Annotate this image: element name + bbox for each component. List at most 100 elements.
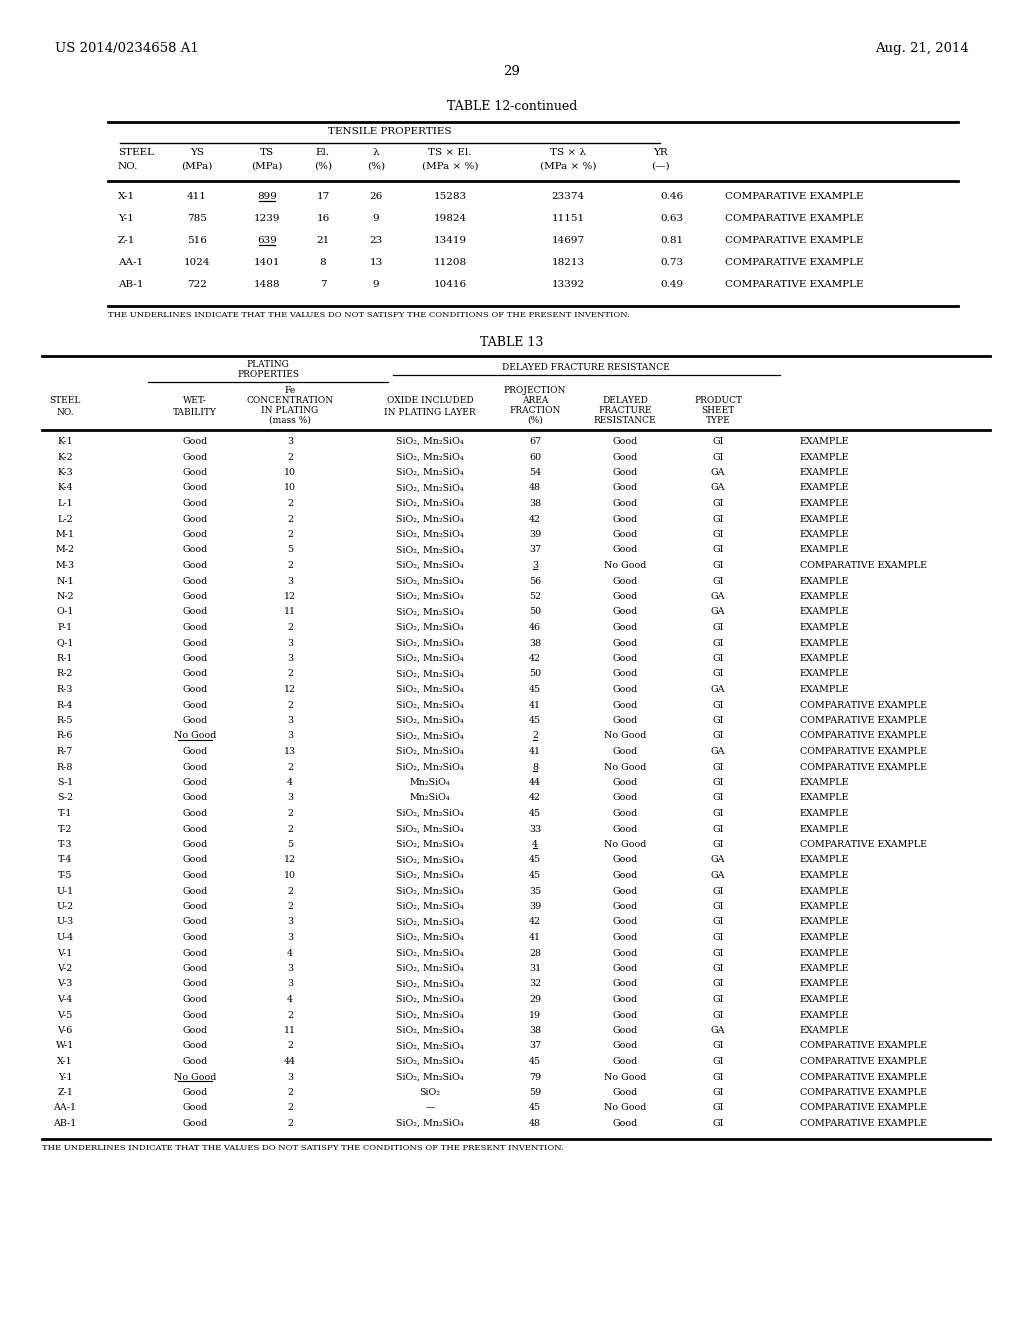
- Text: Good: Good: [612, 531, 638, 539]
- Text: GI: GI: [713, 453, 724, 462]
- Text: COMPARATIVE EXAMPLE: COMPARATIVE EXAMPLE: [800, 1057, 927, 1067]
- Text: GI: GI: [713, 949, 724, 957]
- Text: Good: Good: [182, 701, 208, 710]
- Text: Good: Good: [182, 453, 208, 462]
- Text: No Good: No Good: [604, 731, 646, 741]
- Text: Good: Good: [612, 469, 638, 477]
- Text: SiO₂, Mn₂SiO₄: SiO₂, Mn₂SiO₄: [396, 1026, 464, 1035]
- Text: 2: 2: [532, 731, 538, 741]
- Text: SiO₂, Mn₂SiO₄: SiO₂, Mn₂SiO₄: [396, 917, 464, 927]
- Text: Good: Good: [182, 809, 208, 818]
- Text: GI: GI: [713, 917, 724, 927]
- Text: 38: 38: [529, 1026, 541, 1035]
- Text: 3: 3: [287, 653, 293, 663]
- Text: SiO₂, Mn₂SiO₄: SiO₂, Mn₂SiO₄: [396, 995, 464, 1005]
- Text: 50: 50: [529, 607, 541, 616]
- Text: 44: 44: [529, 777, 541, 787]
- Text: 516: 516: [187, 236, 207, 246]
- Text: 23: 23: [370, 236, 383, 246]
- Text: (—): (—): [650, 162, 670, 172]
- Text: L-1: L-1: [57, 499, 73, 508]
- Text: PRODUCT: PRODUCT: [694, 396, 742, 405]
- Text: 42: 42: [529, 515, 541, 524]
- Text: EXAMPLE: EXAMPLE: [800, 515, 850, 524]
- Text: T-1: T-1: [57, 809, 72, 818]
- Text: Good: Good: [612, 623, 638, 632]
- Text: 45: 45: [529, 809, 541, 818]
- Text: GA: GA: [711, 591, 725, 601]
- Text: COMPARATIVE EXAMPLE: COMPARATIVE EXAMPLE: [725, 257, 863, 267]
- Text: EXAMPLE: EXAMPLE: [800, 531, 850, 539]
- Text: AREA: AREA: [522, 396, 548, 405]
- Text: GI: GI: [713, 545, 724, 554]
- Text: 46: 46: [529, 623, 541, 632]
- Text: Q-1: Q-1: [56, 639, 74, 648]
- Text: Good: Good: [182, 1057, 208, 1067]
- Text: 10: 10: [284, 469, 296, 477]
- Text: SiO₂, Mn₂SiO₄: SiO₂, Mn₂SiO₄: [396, 1041, 464, 1051]
- Text: 35: 35: [528, 887, 541, 895]
- Text: Good: Good: [182, 1026, 208, 1035]
- Text: Good: Good: [182, 577, 208, 586]
- Text: T-5: T-5: [57, 871, 73, 880]
- Text: 2: 2: [287, 669, 293, 678]
- Text: U-4: U-4: [56, 933, 74, 942]
- Text: 0.63: 0.63: [660, 214, 683, 223]
- Text: Good: Good: [182, 887, 208, 895]
- Text: Good: Good: [612, 1026, 638, 1035]
- Text: No Good: No Good: [604, 1104, 646, 1113]
- Text: CONCENTRATION: CONCENTRATION: [247, 396, 334, 405]
- Text: V-1: V-1: [57, 949, 73, 957]
- Text: Good: Good: [612, 639, 638, 648]
- Text: 7: 7: [319, 280, 327, 289]
- Text: Good: Good: [612, 777, 638, 787]
- Text: COMPARATIVE EXAMPLE: COMPARATIVE EXAMPLE: [800, 747, 927, 756]
- Text: IN PLATING LAYER: IN PLATING LAYER: [384, 408, 476, 417]
- Text: —: —: [425, 1104, 435, 1113]
- Text: SiO₂, Mn₂SiO₄: SiO₂, Mn₂SiO₄: [396, 964, 464, 973]
- Text: 11208: 11208: [433, 257, 467, 267]
- Text: R-7: R-7: [56, 747, 73, 756]
- Text: TABILITY: TABILITY: [173, 408, 217, 417]
- Text: SiO₂, Mn₂SiO₄: SiO₂, Mn₂SiO₄: [396, 531, 464, 539]
- Text: 9: 9: [373, 214, 379, 223]
- Text: 3: 3: [287, 577, 293, 586]
- Text: 8: 8: [532, 763, 538, 771]
- Text: AA-1: AA-1: [53, 1104, 77, 1113]
- Text: Good: Good: [612, 902, 638, 911]
- Text: SiO₂, Mn₂SiO₄: SiO₂, Mn₂SiO₄: [396, 871, 464, 880]
- Text: 2: 2: [287, 1041, 293, 1051]
- Text: Good: Good: [182, 964, 208, 973]
- Text: 19: 19: [529, 1011, 541, 1019]
- Text: EXAMPLE: EXAMPLE: [800, 1011, 850, 1019]
- Text: 17: 17: [316, 191, 330, 201]
- Text: EXAMPLE: EXAMPLE: [800, 777, 850, 787]
- Text: 2: 2: [287, 902, 293, 911]
- Text: AB-1: AB-1: [118, 280, 143, 289]
- Text: Y-1: Y-1: [118, 214, 134, 223]
- Text: Good: Good: [182, 949, 208, 957]
- Text: Good: Good: [182, 995, 208, 1005]
- Text: 12: 12: [284, 855, 296, 865]
- Text: SiO₂, Mn₂SiO₄: SiO₂, Mn₂SiO₄: [396, 515, 464, 524]
- Text: EXAMPLE: EXAMPLE: [800, 933, 850, 942]
- Text: El.: El.: [316, 148, 330, 157]
- Text: Good: Good: [182, 871, 208, 880]
- Text: W-1: W-1: [56, 1041, 74, 1051]
- Text: TYPE: TYPE: [706, 416, 730, 425]
- Text: No Good: No Good: [604, 1072, 646, 1081]
- Text: SiO₂, Mn₂SiO₄: SiO₂, Mn₂SiO₄: [396, 545, 464, 554]
- Text: SiO₂, Mn₂SiO₄: SiO₂, Mn₂SiO₄: [396, 809, 464, 818]
- Text: 41: 41: [529, 747, 541, 756]
- Text: FRACTURE: FRACTURE: [598, 407, 651, 414]
- Text: GI: GI: [713, 531, 724, 539]
- Text: 0.81: 0.81: [660, 236, 683, 246]
- Text: T-4: T-4: [57, 855, 72, 865]
- Text: 2: 2: [287, 701, 293, 710]
- Text: N-2: N-2: [56, 591, 74, 601]
- Text: Good: Good: [182, 979, 208, 989]
- Text: GI: GI: [713, 763, 724, 771]
- Text: SHEET: SHEET: [701, 407, 734, 414]
- Text: V-3: V-3: [57, 979, 73, 989]
- Text: Good: Good: [182, 1088, 208, 1097]
